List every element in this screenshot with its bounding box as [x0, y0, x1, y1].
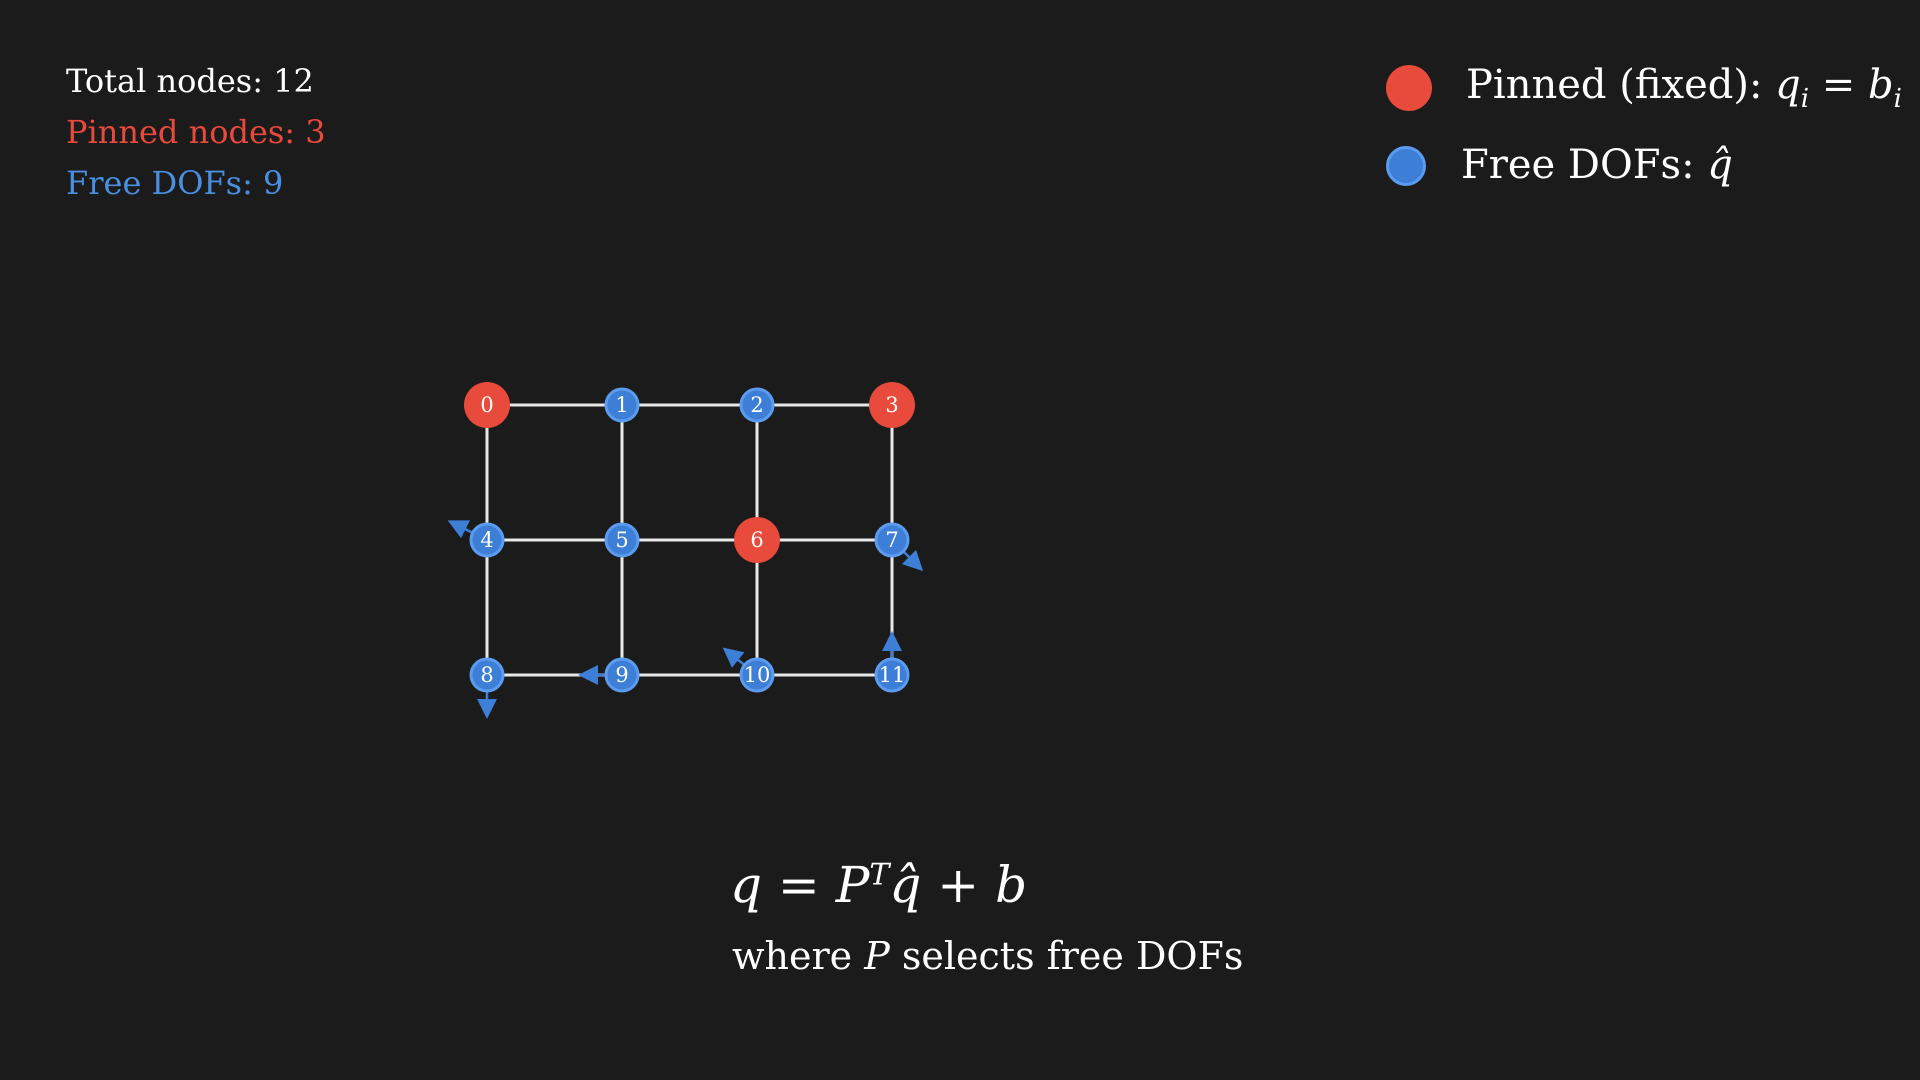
node-label: 3	[885, 393, 898, 417]
node-label: 9	[615, 663, 628, 687]
grid-nodes: 0 1 2 3 4 5 6 7 8 9 10 11	[464, 382, 915, 693]
pinned-node-marker-icon	[1386, 65, 1432, 111]
node-label: 4	[480, 528, 493, 552]
equation-caption: where P selects free DOFs	[732, 934, 1244, 978]
free-node: 10	[739, 657, 775, 693]
node-label: 6	[750, 528, 763, 552]
node-circle	[739, 387, 775, 423]
node-label: 7	[885, 528, 898, 552]
free-node: 7	[874, 522, 910, 558]
legend: Pinned (fixed): qi = bi Free DOFs: q̂	[1386, 60, 1906, 188]
grid-edges	[485, 403, 894, 677]
node-label: 8	[480, 663, 493, 687]
pinned-nodes-label: Pinned nodes: 3	[66, 113, 326, 151]
pinned-node: 6	[734, 517, 780, 563]
pinned-node: 3	[869, 382, 915, 428]
node-circle	[469, 522, 505, 558]
free-node-marker-icon	[1386, 146, 1426, 186]
free-node: 9	[604, 657, 640, 693]
free-node: 1	[604, 387, 640, 423]
free-node: 2	[739, 387, 775, 423]
free-node: 5	[604, 522, 640, 558]
free-node: 4	[469, 522, 505, 558]
node-label: 5	[615, 528, 628, 552]
legend-pinned: Pinned (fixed): qi = bi	[1386, 60, 1906, 140]
projection-equation: q = PTq̂ + b	[730, 856, 1028, 914]
node-label: 0	[480, 393, 493, 417]
node-circle	[739, 657, 775, 693]
free-dofs-label: Free DOFs: 9	[66, 164, 284, 202]
node-label: 2	[750, 393, 763, 417]
free-node: 8	[469, 657, 505, 693]
total-nodes-label: Total nodes: 12	[66, 62, 314, 100]
node-circle	[874, 657, 910, 693]
node-circle	[874, 522, 910, 558]
free-dof-arrows	[447, 520, 924, 719]
pinned-node: 0	[464, 382, 510, 428]
node-label: 10	[744, 663, 771, 687]
node-circle	[604, 657, 640, 693]
node-circle	[469, 657, 505, 693]
node-circle	[604, 522, 640, 558]
legend-pinned-label: Pinned (fixed): qi = bi	[1466, 62, 1902, 114]
node-circle	[734, 517, 780, 563]
node-circle	[869, 382, 915, 428]
node-circle	[464, 382, 510, 428]
node-label: 1	[615, 393, 628, 417]
stats-panel: Total nodes: 12 Pinned nodes: 3 Free DOF…	[66, 56, 326, 209]
node-label: 11	[879, 663, 906, 687]
free-node: 11	[874, 657, 910, 693]
node-circle	[604, 387, 640, 423]
legend-free-label: Free DOFs: q̂	[1461, 142, 1733, 188]
